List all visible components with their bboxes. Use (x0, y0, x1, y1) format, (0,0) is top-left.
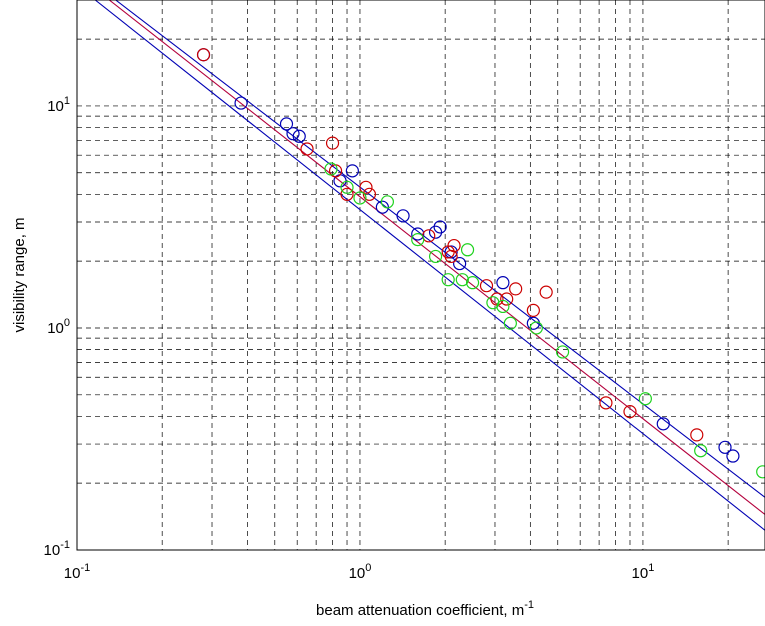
tick-labels: 10-1 100 101 10-1 100 101 (44, 95, 655, 582)
data-point (479, 279, 494, 293)
y-tick-label: 101 (47, 95, 70, 115)
data-point (623, 405, 637, 419)
data-point (465, 276, 480, 290)
data-point (447, 238, 461, 253)
fit-line (94, 0, 765, 531)
data-point (362, 187, 377, 201)
x-tick-label: 10-1 (64, 562, 90, 582)
data-point (428, 249, 443, 264)
data-point (509, 282, 523, 296)
data-point (234, 96, 248, 110)
data-point (756, 465, 765, 479)
data-point (555, 345, 570, 359)
data-point (340, 180, 354, 194)
data-point (324, 162, 338, 176)
x-axis-label: beam attenuation coefficient, m-1 (316, 599, 534, 619)
data-point (718, 440, 732, 454)
grid (77, 0, 765, 550)
data-point (690, 428, 704, 442)
data-point (500, 292, 514, 306)
y-axis-label: visibility range, m (11, 217, 28, 332)
data-point (359, 180, 373, 194)
y-tick-label: 100 (47, 317, 70, 337)
data-point (539, 285, 553, 299)
data-point (353, 191, 367, 205)
data-point (496, 276, 510, 290)
data-point (726, 449, 740, 463)
data-point (340, 187, 354, 201)
data-point (286, 127, 300, 141)
data-point (694, 444, 708, 458)
data-point (279, 117, 294, 131)
data-point (455, 273, 469, 287)
data-point (460, 243, 475, 257)
data-point (503, 316, 517, 330)
data-point (428, 225, 443, 239)
data-point (638, 392, 652, 406)
data-point (196, 48, 211, 62)
fit-lines (94, 0, 765, 531)
fit-line (108, 0, 765, 515)
data-point (380, 195, 394, 209)
fit-line (115, 0, 765, 498)
data-point (325, 136, 340, 150)
data-point (300, 142, 314, 156)
data-point (453, 256, 467, 271)
data-point (444, 245, 458, 259)
y-tick-label: 10-1 (44, 539, 70, 559)
data-point (441, 273, 455, 287)
plot-frame (76, 0, 765, 551)
data-point (526, 303, 540, 317)
data-point (599, 396, 613, 410)
data-point (496, 299, 510, 314)
data-point (345, 164, 359, 178)
data-point (396, 209, 410, 223)
data-point (411, 233, 425, 247)
data-point (529, 321, 543, 335)
data-points (196, 48, 765, 479)
data-point (411, 227, 425, 241)
data-point (292, 129, 306, 143)
data-point (656, 417, 670, 431)
x-tick-label: 101 (632, 562, 655, 582)
data-point (433, 220, 447, 234)
x-tick-label: 100 (349, 562, 372, 582)
